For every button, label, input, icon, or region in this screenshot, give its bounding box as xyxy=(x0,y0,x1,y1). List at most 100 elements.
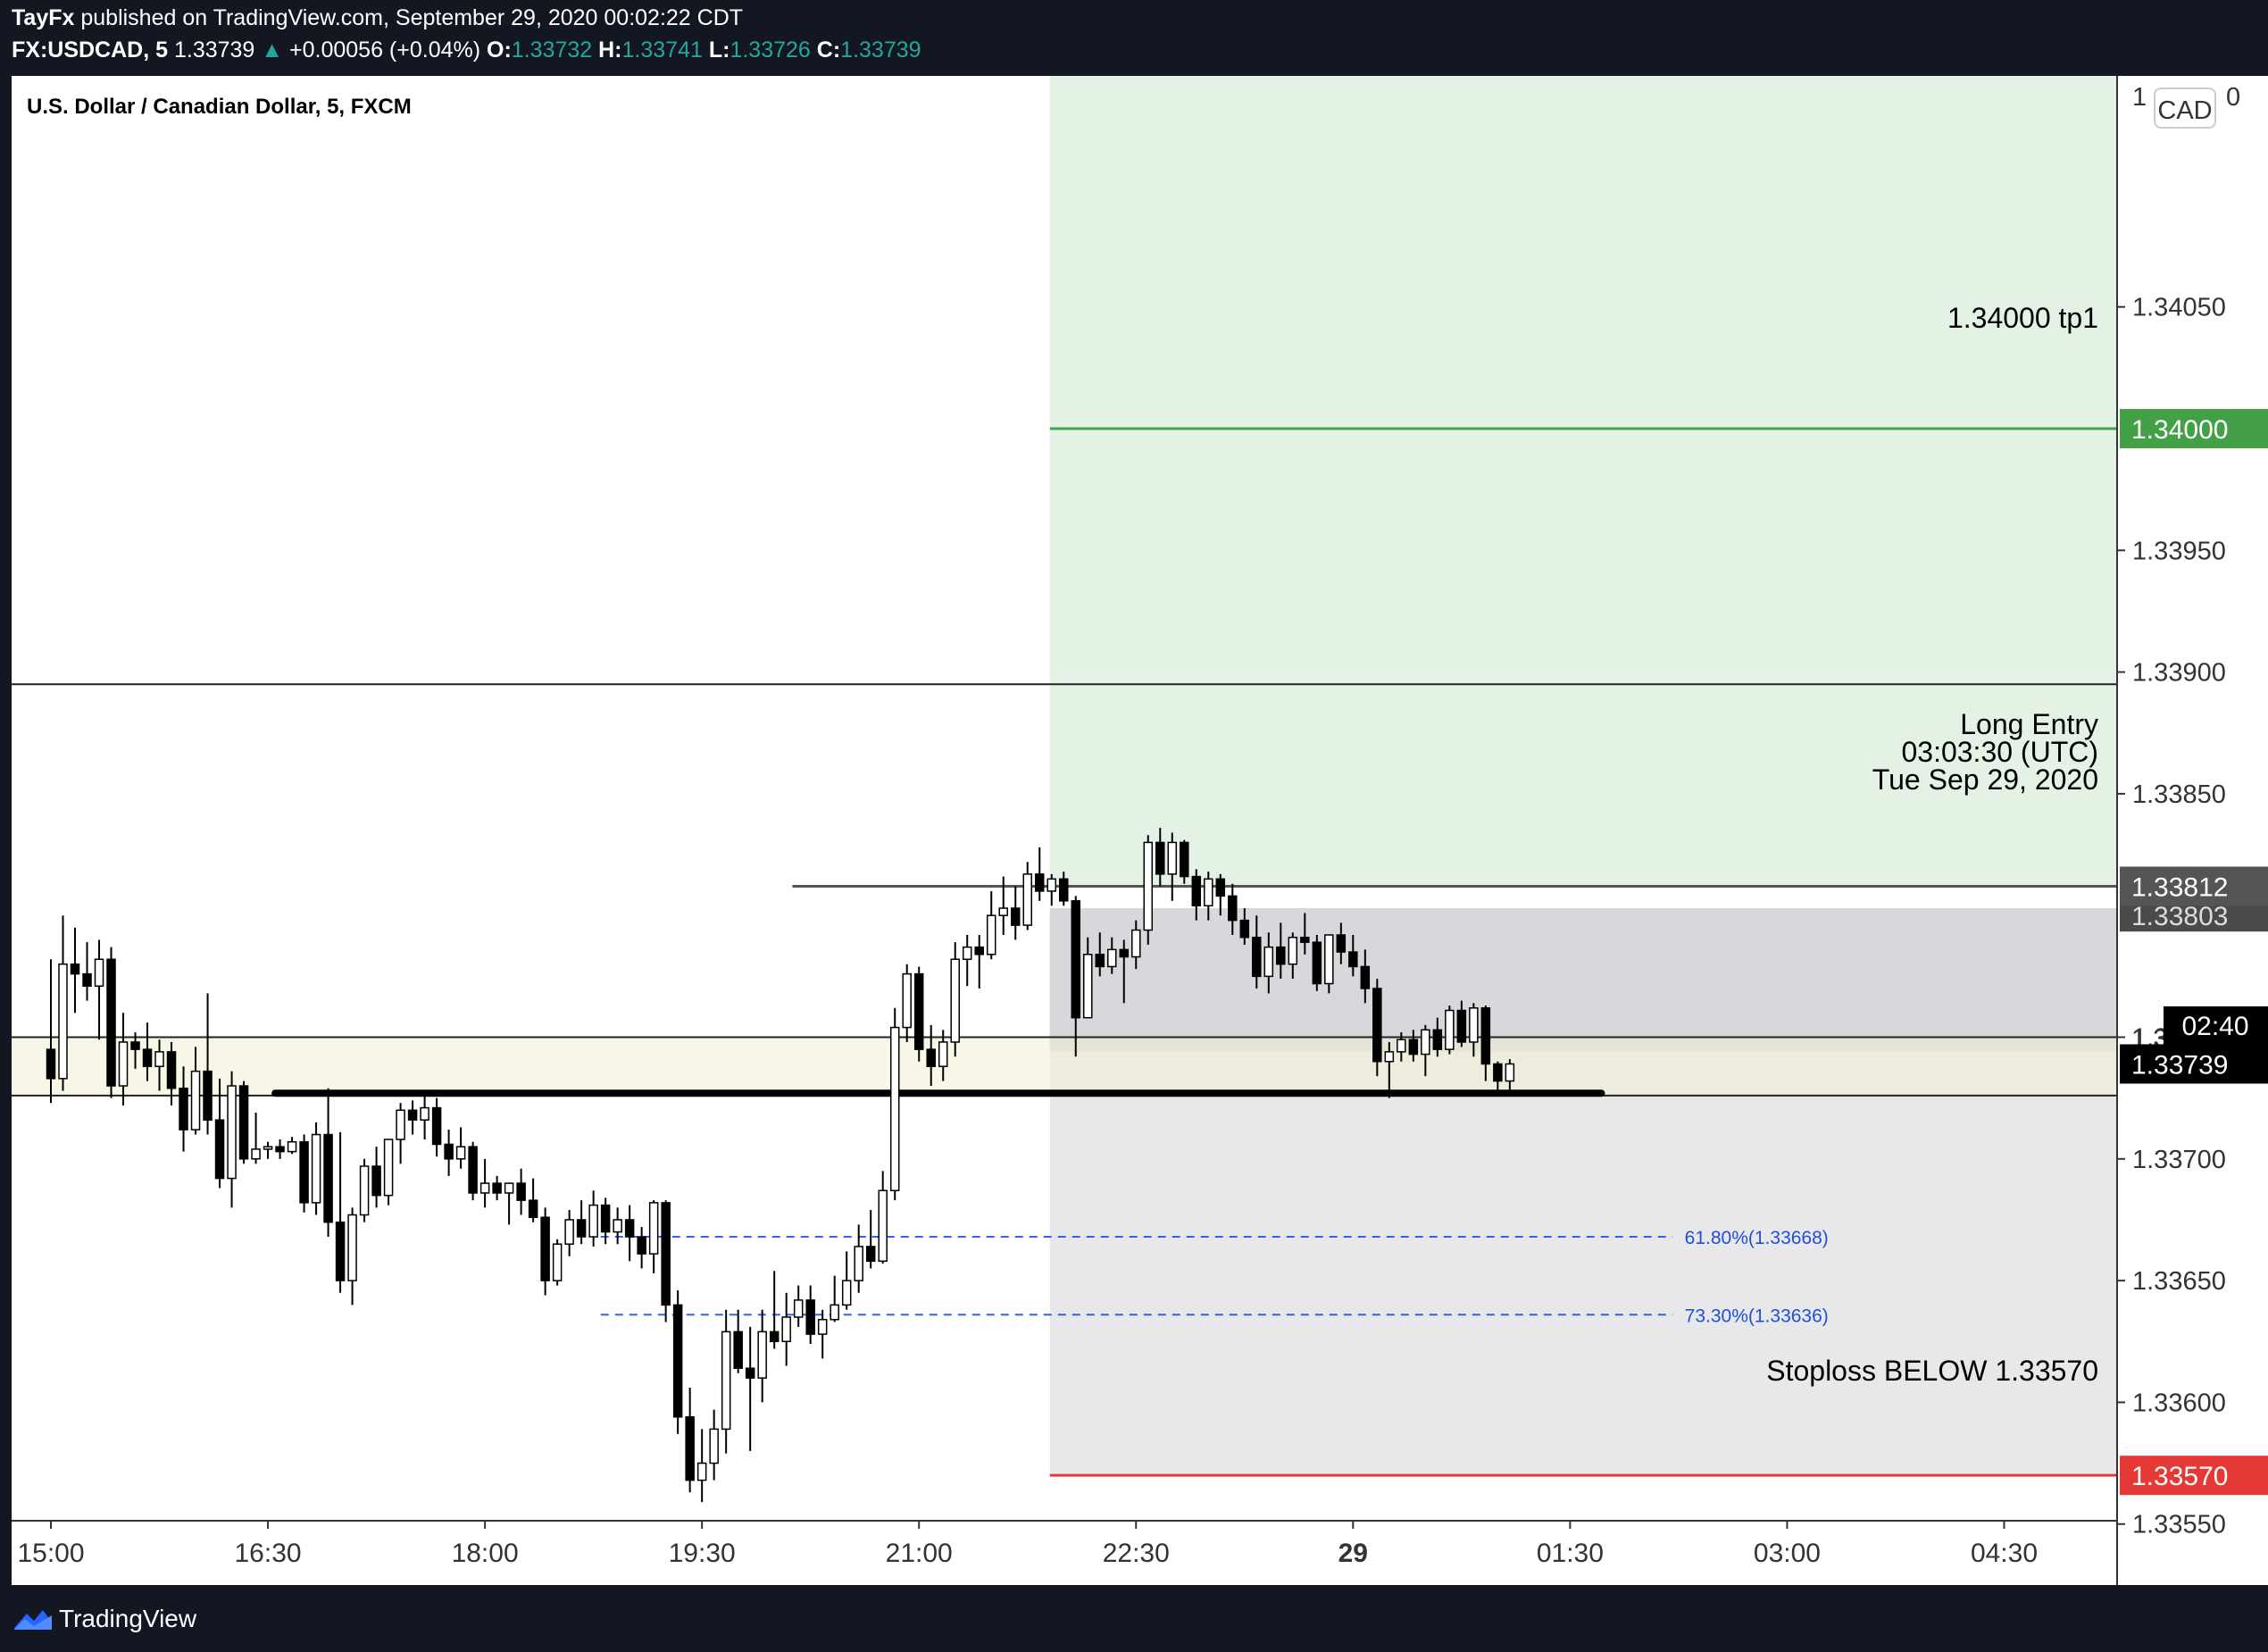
candle-body xyxy=(263,1146,273,1150)
candle-body xyxy=(1505,1063,1515,1082)
candle-body xyxy=(1252,936,1262,978)
entry-label: Long Entry xyxy=(1960,708,2098,740)
candle-body xyxy=(1276,946,1286,965)
candle-body xyxy=(1288,936,1298,965)
take-profit-badge: 1.34000 xyxy=(2131,415,2228,445)
candle-body xyxy=(600,1204,611,1233)
open-label: O: xyxy=(487,38,512,63)
candle-body xyxy=(1155,841,1165,875)
candle-body xyxy=(1324,934,1334,985)
candle-body xyxy=(1167,841,1178,875)
publish-line: TayFx published on TradingView.com, Sept… xyxy=(12,5,743,31)
candle-body xyxy=(793,1299,804,1318)
candle-body xyxy=(407,1109,418,1121)
open-value: 1.33732 xyxy=(511,38,593,63)
symbol-label[interactable]: FX:USDCAD, 5 xyxy=(12,38,169,63)
high-value: 1.33741 xyxy=(621,38,703,63)
candle-body xyxy=(841,1280,852,1306)
candle-body xyxy=(624,1219,635,1238)
candle-body xyxy=(1480,1007,1491,1065)
candle-body xyxy=(709,1428,719,1464)
candle-body xyxy=(1397,1039,1406,1053)
candle-body xyxy=(1493,1063,1503,1082)
candle-body xyxy=(540,1216,550,1281)
candle-body xyxy=(275,1146,285,1153)
candlestick-chart[interactable]: 61.80%(1.33668) 73.30%(1.33636) U.S. Dolla… xyxy=(12,76,2268,1585)
candle-body xyxy=(1191,875,1202,907)
chart-header: TayFx published on TradingView.com, Sept… xyxy=(0,0,2268,76)
candle-body xyxy=(1312,941,1322,985)
candle-body xyxy=(1408,1039,1419,1055)
candle-body xyxy=(1456,1009,1467,1043)
candle-body xyxy=(1215,878,1226,897)
candle-body xyxy=(1384,1051,1395,1063)
candle-body xyxy=(672,1304,683,1418)
time-tick-label: 01:30 xyxy=(1537,1539,1604,1568)
candle-body xyxy=(613,1219,622,1233)
candle-body xyxy=(1010,907,1021,926)
candle-body xyxy=(1360,965,1371,989)
candle-body xyxy=(938,1041,948,1067)
candle-body xyxy=(154,1051,164,1067)
candle-body xyxy=(203,1070,213,1121)
chart-title: U.S. Dollar / Canadian Dollar, 5, FXCM xyxy=(27,95,412,119)
candle-body xyxy=(1119,948,1130,958)
candle-body xyxy=(142,1048,153,1067)
tradingview-logo-icon[interactable] xyxy=(13,1606,54,1631)
candle-body xyxy=(70,963,80,975)
candle-body xyxy=(854,1246,863,1281)
candle-body xyxy=(396,1109,405,1140)
candle-body xyxy=(214,1119,225,1180)
time-tick-label: 03:00 xyxy=(1754,1539,1821,1568)
candle-body xyxy=(757,1331,767,1379)
candle-body xyxy=(1059,878,1069,902)
candle-body xyxy=(238,1085,249,1160)
candle-body xyxy=(1180,841,1189,878)
candle-body xyxy=(552,1243,563,1281)
price-tick-label-partial: 0 xyxy=(2226,83,2240,112)
candle-body xyxy=(564,1219,574,1245)
candle-body xyxy=(516,1182,526,1201)
brand-name[interactable]: TradingView xyxy=(59,1605,197,1632)
price-change: +0.00056 (+0.04%) xyxy=(289,38,481,63)
candle-body xyxy=(130,1041,140,1050)
stop-loss-label: Stoploss BELOW 1.33570 xyxy=(1766,1355,2098,1387)
candle-body xyxy=(902,972,912,1029)
candle-body xyxy=(287,1140,297,1153)
support-zone xyxy=(12,1037,2117,1096)
candle-body xyxy=(1022,873,1032,926)
candle-body xyxy=(1046,878,1056,892)
price-tick-label: 1.33650 xyxy=(2132,1267,2226,1296)
candle-body xyxy=(926,1048,936,1067)
candle-body xyxy=(504,1182,514,1194)
candle-body xyxy=(528,1199,538,1218)
candle-body xyxy=(46,1048,56,1080)
ohlc-line: FX:USDCAD, 5 1.33739 ▲ +0.00056 (+0.04%)… xyxy=(12,38,921,63)
candle-body xyxy=(889,1026,900,1191)
candle-body xyxy=(913,972,924,1050)
high-label: H: xyxy=(598,38,622,63)
price-tick-label: 1.33950 xyxy=(2132,537,2226,565)
currency-button[interactable] xyxy=(2154,88,2216,129)
current-price-badge-bg xyxy=(2120,1044,2268,1084)
publish-info: published on TradingView.com, September … xyxy=(80,5,744,30)
candle-body xyxy=(1336,934,1347,953)
time-tick-label: 18:00 xyxy=(452,1539,519,1568)
author-name[interactable]: TayFx xyxy=(12,5,75,30)
candle-body xyxy=(468,1146,478,1194)
candle-body xyxy=(998,907,1008,916)
take-profit-badge-bg xyxy=(2120,409,2268,448)
candle-body xyxy=(251,1148,261,1160)
candle-body xyxy=(1300,936,1310,943)
candle-body xyxy=(1228,895,1238,922)
stop-loss-badge: 1.33570 xyxy=(2131,1462,2228,1491)
price-tick-label: 1.33900 xyxy=(2132,659,2226,688)
candle-body xyxy=(227,1085,237,1180)
time-tick-label: 21:00 xyxy=(886,1539,953,1568)
chart-area[interactable]: 61.80%(1.33668) 73.30%(1.33636) U.S. Dolla… xyxy=(12,76,2268,1585)
candle-body xyxy=(648,1202,659,1255)
currency-label: CAD xyxy=(2157,96,2212,125)
time-tick-label: 19:30 xyxy=(669,1539,736,1568)
time-tick-label: 29 xyxy=(1338,1539,1368,1568)
candle-body xyxy=(1445,1009,1455,1050)
